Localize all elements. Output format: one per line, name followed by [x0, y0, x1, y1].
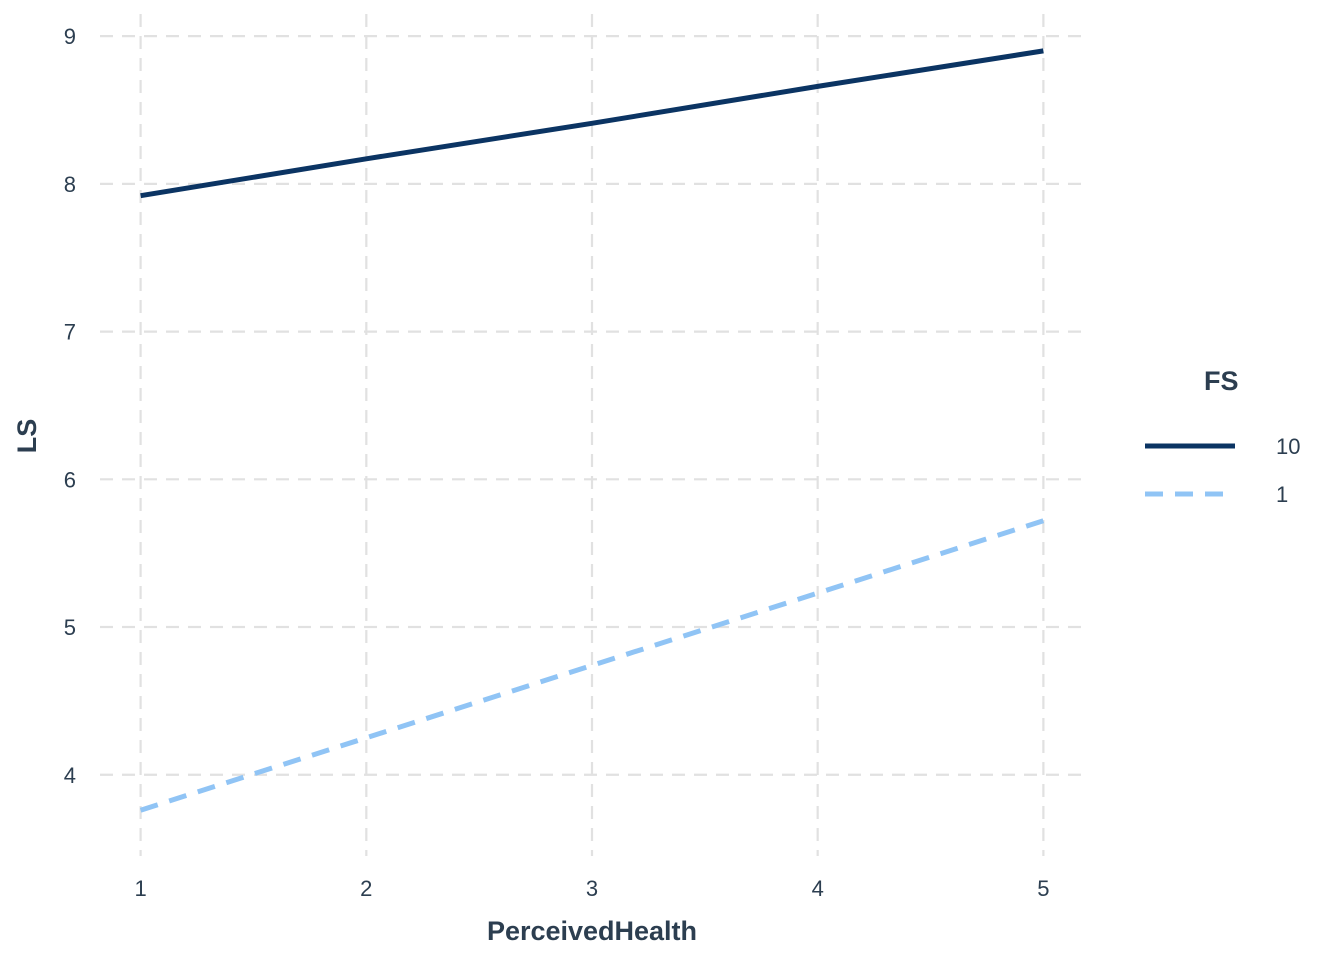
- y-tick-label: 5: [64, 615, 76, 640]
- x-tick-label: 4: [812, 876, 824, 901]
- series-lines: [139, 48, 1045, 813]
- y-tick-label: 7: [64, 320, 76, 345]
- y-tick-label: 8: [64, 172, 76, 197]
- legend-title: FS: [1204, 366, 1239, 396]
- x-axis-title: PerceivedHealth: [487, 916, 697, 946]
- y-tick-label: 9: [64, 24, 76, 49]
- grid-lines: [100, 14, 1084, 856]
- y-axis-title: LS: [12, 419, 42, 454]
- y-tick-label: 6: [64, 467, 76, 492]
- x-tick-label: 3: [586, 876, 598, 901]
- x-tick-label: 2: [360, 876, 372, 901]
- y-tick-label: 4: [64, 763, 76, 788]
- legend-items: 10 1: [1145, 434, 1300, 507]
- legend-label: 1: [1276, 482, 1288, 507]
- series-line-fs-10: [140, 48, 1044, 199]
- tick-labels: 1 2 3 4 5 4 5 6 7 8 9: [64, 24, 1050, 901]
- x-tick-label: 1: [134, 876, 146, 901]
- legend: FS 10 1: [1145, 366, 1300, 507]
- series-line-fs-1: [139, 518, 1045, 813]
- legend-label: 10: [1276, 434, 1300, 459]
- x-tick-label: 5: [1037, 876, 1049, 901]
